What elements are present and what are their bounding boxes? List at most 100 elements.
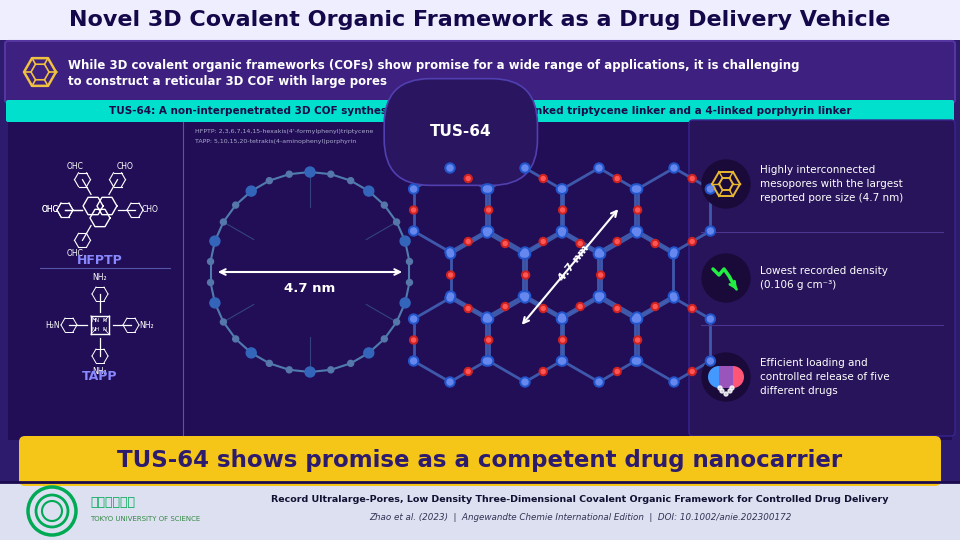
Circle shape [210, 298, 220, 308]
Circle shape [481, 356, 492, 366]
Circle shape [482, 228, 492, 238]
Circle shape [411, 358, 417, 364]
Circle shape [521, 271, 530, 279]
Circle shape [559, 206, 566, 214]
Circle shape [522, 293, 529, 299]
Circle shape [593, 249, 604, 259]
Circle shape [634, 230, 640, 236]
Circle shape [400, 298, 410, 308]
Circle shape [595, 291, 606, 301]
Circle shape [669, 163, 679, 173]
Circle shape [615, 240, 619, 244]
Circle shape [465, 305, 472, 313]
Circle shape [690, 240, 694, 244]
Circle shape [690, 369, 694, 374]
Circle shape [394, 219, 399, 225]
Circle shape [522, 249, 528, 255]
Circle shape [266, 178, 273, 184]
Circle shape [486, 186, 492, 192]
Text: TUS-64: TUS-64 [430, 125, 492, 139]
Circle shape [702, 254, 750, 302]
Circle shape [706, 184, 715, 194]
Text: OHC: OHC [41, 206, 59, 214]
Circle shape [484, 184, 493, 194]
Circle shape [484, 314, 490, 320]
Circle shape [540, 238, 547, 246]
Circle shape [411, 186, 417, 192]
Circle shape [634, 314, 640, 320]
Circle shape [411, 316, 417, 322]
Circle shape [520, 163, 530, 173]
Circle shape [364, 186, 373, 196]
Circle shape [445, 293, 455, 303]
Circle shape [557, 312, 567, 322]
Text: NH₂: NH₂ [140, 321, 155, 329]
Circle shape [561, 338, 564, 342]
Circle shape [484, 230, 490, 236]
Circle shape [559, 314, 565, 320]
Circle shape [633, 356, 642, 366]
Circle shape [670, 251, 677, 257]
FancyBboxPatch shape [689, 120, 955, 436]
Circle shape [636, 338, 639, 342]
Circle shape [728, 389, 732, 393]
Circle shape [445, 247, 455, 257]
Circle shape [210, 236, 220, 246]
Circle shape [558, 226, 567, 236]
Circle shape [671, 295, 677, 301]
Circle shape [518, 291, 528, 301]
Circle shape [484, 316, 490, 322]
Circle shape [706, 226, 715, 236]
Text: H₂N: H₂N [46, 321, 60, 329]
Circle shape [465, 368, 472, 375]
Circle shape [668, 291, 679, 301]
Circle shape [232, 202, 239, 208]
Circle shape [599, 273, 603, 277]
Text: While 3D covalent organic frameworks (COFs) show promise for a wide range of app: While 3D covalent organic frameworks (CO… [68, 59, 800, 72]
Circle shape [613, 305, 621, 313]
Circle shape [484, 358, 490, 364]
Circle shape [669, 377, 679, 387]
Circle shape [671, 379, 677, 385]
Circle shape [364, 348, 373, 358]
Circle shape [635, 316, 640, 322]
Circle shape [409, 314, 419, 324]
Circle shape [327, 171, 334, 177]
Circle shape [467, 240, 470, 244]
Circle shape [631, 184, 640, 194]
Circle shape [486, 358, 492, 364]
Circle shape [400, 236, 410, 246]
Circle shape [596, 295, 602, 301]
Circle shape [706, 356, 715, 366]
Circle shape [633, 316, 638, 322]
Circle shape [578, 241, 582, 246]
Circle shape [447, 293, 454, 299]
Bar [719, 366, 733, 388]
Circle shape [501, 240, 509, 247]
Circle shape [557, 226, 566, 236]
Circle shape [688, 238, 696, 246]
Circle shape [409, 184, 419, 194]
Circle shape [447, 249, 453, 255]
Circle shape [595, 251, 601, 257]
Text: NH: NH [91, 327, 100, 332]
Circle shape [481, 314, 492, 324]
Text: N: N [102, 318, 107, 323]
Circle shape [730, 386, 734, 390]
Circle shape [467, 177, 470, 180]
Circle shape [540, 368, 547, 375]
Text: NH₂: NH₂ [93, 273, 108, 282]
Circle shape [631, 314, 640, 324]
Circle shape [484, 314, 493, 324]
FancyBboxPatch shape [5, 41, 955, 103]
Text: N: N [102, 327, 107, 332]
Circle shape [541, 177, 545, 180]
Circle shape [523, 273, 528, 277]
Circle shape [594, 377, 604, 387]
Text: 東京理科大学: 東京理科大学 [90, 496, 135, 510]
Circle shape [447, 295, 453, 301]
Circle shape [481, 226, 492, 236]
Text: HFPTP: 2,3,6,7,14,15-hexakis(4'-formylphenyl)triptycene: HFPTP: 2,3,6,7,14,15-hexakis(4'-formylph… [195, 130, 373, 134]
Circle shape [560, 228, 565, 234]
Circle shape [688, 305, 696, 313]
